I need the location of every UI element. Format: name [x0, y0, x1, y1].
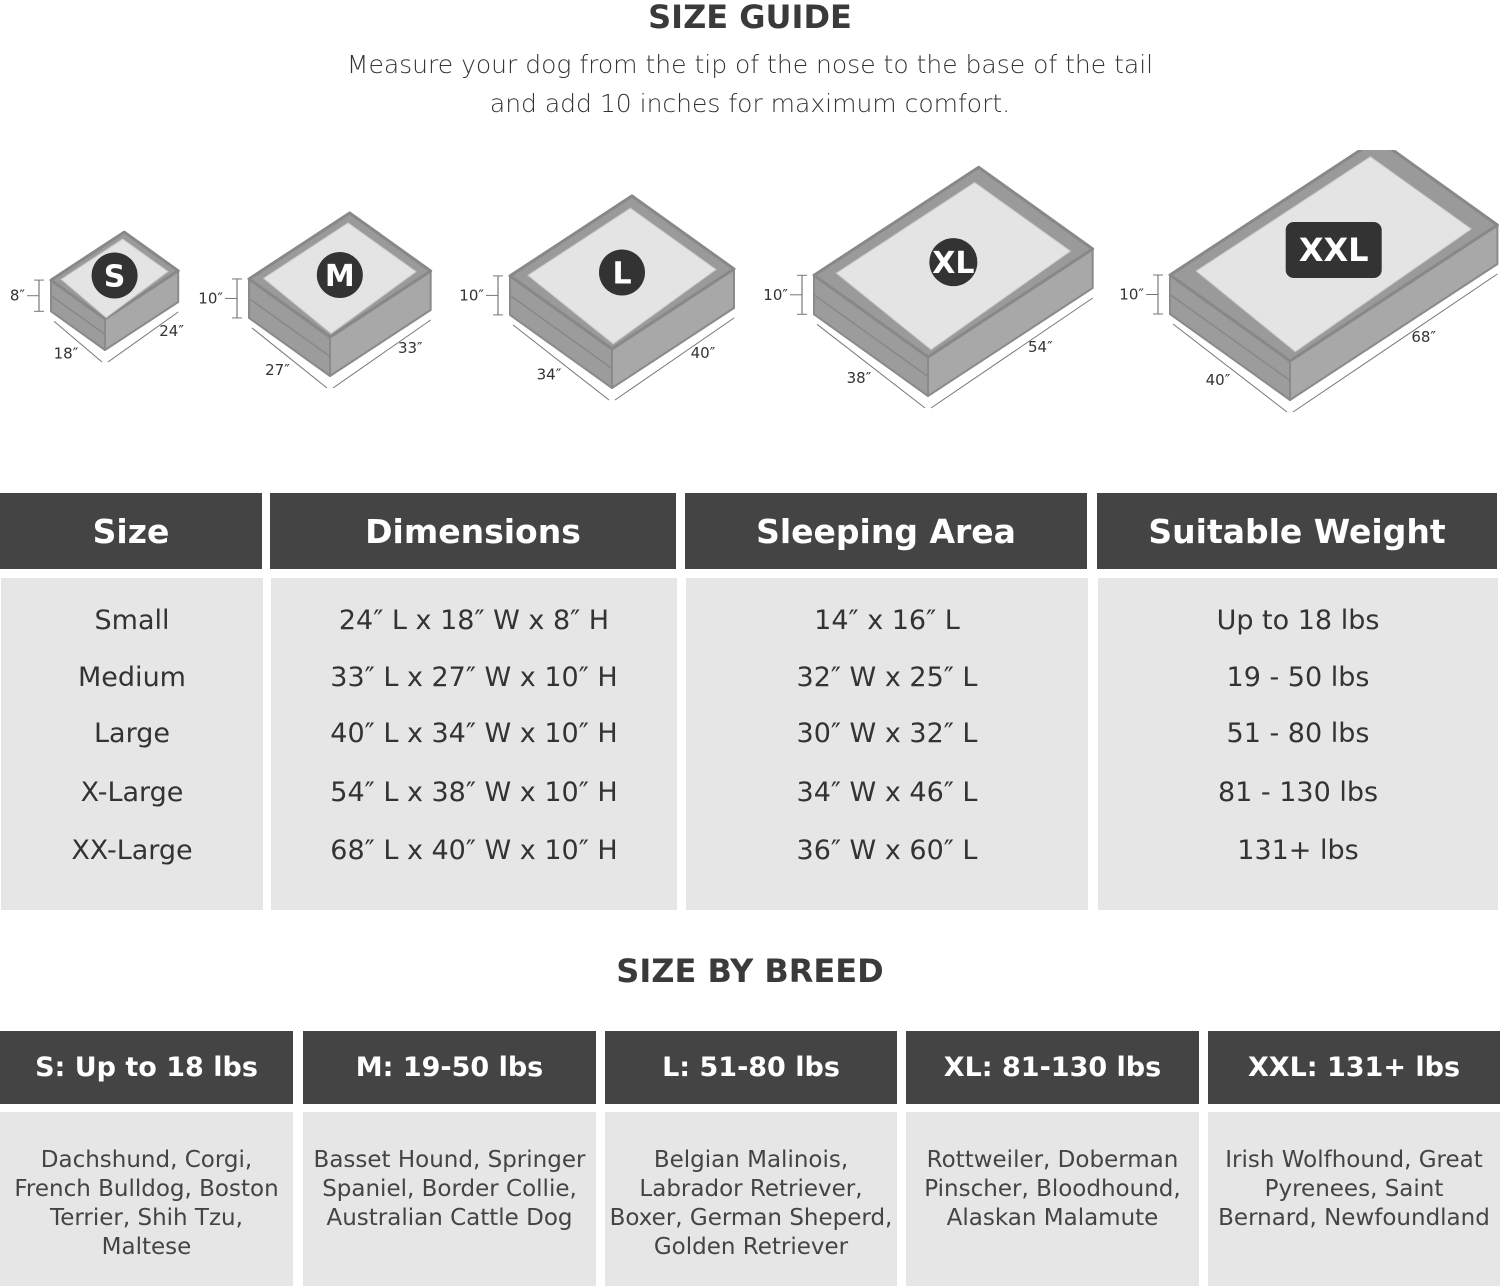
size-table-cell: 68″ L x 40″ W x 10″ H: [330, 835, 618, 866]
depth-label: 40″: [1206, 371, 1231, 389]
size-table-cell: 36″ W x 60″ L: [796, 835, 978, 866]
length-label: 68″: [1411, 328, 1436, 346]
breed-table-header: M: 19-50 lbs: [303, 1031, 596, 1104]
bed-m: M 10″ 27″ 33″: [198, 211, 433, 389]
depth-label: 38″: [847, 369, 872, 387]
breed-table-header: S: Up to 18 lbs: [0, 1031, 293, 1104]
size-badge: [91, 252, 138, 299]
height-label: 8″: [10, 287, 26, 305]
size-table-cell: X-Large: [80, 777, 184, 808]
size-table-cell: 54″ L x 38″ W x 10″ H: [330, 777, 618, 808]
size-badge: [1285, 222, 1382, 278]
breed-list: Basset Hound, Springer Spaniel, Border C…: [313, 1147, 586, 1231]
size-table-cell: Small: [94, 605, 170, 636]
size-table-column: Up to 18 lbs 19 - 50 lbs 51 - 80 lbs 81 - 1…: [1098, 578, 1498, 910]
length-label: 40″: [691, 344, 716, 362]
depth-label: 34″: [537, 365, 562, 383]
size-table-cell: 14″ x 16″ L: [814, 605, 960, 636]
size-table-column: Small Medium Large X-Large XX-Large: [1, 578, 263, 910]
size-table-cell: 30″ W x 32″ L: [796, 718, 978, 749]
breed-table-column: Dachshund, Corgi, French Bulldog, Boston…: [0, 1112, 293, 1286]
bed-xl: XL 10″ 38″ 54″: [763, 165, 1095, 409]
breed-table-header: XXL: 131+ lbs: [1208, 1031, 1500, 1104]
breed-list: Belgian Malinois, Labrador Retriever, Bo…: [609, 1147, 893, 1260]
size-badge-label: S: [104, 259, 126, 294]
height-label: 10″: [198, 289, 223, 307]
size-table-header: Dimensions: [270, 493, 676, 569]
breed-list: Irish Wolfhound, Great Pyrenees, Saint B…: [1218, 1147, 1490, 1231]
size-badge: [929, 238, 978, 287]
size-table-column: 14″ x 16″ L 32″ W x 25″ L 30″ W x 32″ L 34″…: [686, 578, 1088, 910]
size-badge-label: L: [612, 256, 631, 291]
breed-table-column: Rottweiler, Doberman Pinscher, Bloodhoun…: [906, 1112, 1199, 1286]
size-table-header: Suitable Weight: [1097, 493, 1497, 569]
depth-label: 18″: [54, 345, 79, 363]
size-table-cell: XX-Large: [71, 835, 193, 866]
breed-list: Rottweiler, Doberman Pinscher, Bloodhoun…: [924, 1147, 1181, 1231]
subtitle-line-1: Measure your dog from the tip of the nos…: [346, 50, 1154, 79]
size-badge: [316, 251, 363, 298]
size-table-cell: 40″ L x 34″ W x 10″ H: [330, 718, 618, 749]
bed-illustrations: S 8″ 18″ 24″ M 10″ 27″ 33″ L 10″ 34″ 40″ XL 10″ 38″ 54″…: [10, 150, 1499, 413]
size-badge-label: M: [325, 259, 355, 294]
bed-s: S 8″ 18″ 24″: [10, 230, 184, 363]
size-table-cell: Up to 18 lbs: [1216, 605, 1380, 636]
size-table-cell: 81 - 130 lbs: [1217, 777, 1379, 808]
size-table-cell: Medium: [78, 662, 186, 693]
size-badge: [599, 249, 645, 296]
size-table-cell: 32″ W x 25″ L: [796, 662, 978, 693]
height-label: 10″: [1119, 286, 1144, 304]
breed-table-column: Basset Hound, Springer Spaniel, Border C…: [303, 1112, 596, 1286]
size-badge-label: XL: [932, 246, 974, 281]
size-badge-label: XXL: [1299, 231, 1369, 269]
breed-list: Dachshund, Corgi, French Bulldog, Boston…: [14, 1147, 279, 1260]
depth-label: 27″: [265, 361, 290, 379]
size-table-cell: 34″ W x 46″ L: [796, 777, 978, 808]
page-title: SIZE GUIDE: [648, 0, 852, 36]
breed-table-column: Belgian Malinois, Labrador Retriever, Bo…: [605, 1112, 897, 1286]
subtitle-line-2: and add 10 inches for maximum comfort.: [489, 89, 1011, 118]
breed-table-column: Irish Wolfhound, Great Pyrenees, Saint B…: [1208, 1112, 1500, 1286]
size-table-cell: 51 - 80 lbs: [1226, 718, 1370, 749]
size-table-cell: 19 - 50 lbs: [1226, 662, 1370, 693]
length-label: 33″: [398, 339, 423, 357]
length-label: 24″: [159, 322, 184, 340]
size-table-cell: Large: [94, 718, 170, 749]
breed-section-title: SIZE BY BREED: [616, 952, 884, 990]
height-label: 10″: [459, 286, 484, 304]
size-table-cell: 24″ L x 18″ W x 8″ H: [338, 605, 610, 636]
bed-l: L 10″ 34″ 40″: [459, 194, 736, 401]
size-table-cell: 131+ lbs: [1237, 835, 1359, 866]
size-table-header: Sleeping Area: [685, 493, 1087, 569]
size-table-cell: 33″ L x 27″ W x 10″ H: [330, 662, 618, 693]
bed-xxl: XXL 10″ 40″ 68″: [1119, 150, 1499, 413]
breed-table-header: XL: 81-130 lbs: [906, 1031, 1199, 1104]
size-table-header: Size: [0, 493, 262, 569]
height-label: 10″: [763, 286, 788, 304]
length-label: 54″: [1028, 338, 1053, 356]
breed-table-header: L: 51-80 lbs: [605, 1031, 897, 1104]
size-table-column: 24″ L x 18″ W x 8″ H 33″ L x 27″ W x 10″ …: [271, 578, 677, 910]
